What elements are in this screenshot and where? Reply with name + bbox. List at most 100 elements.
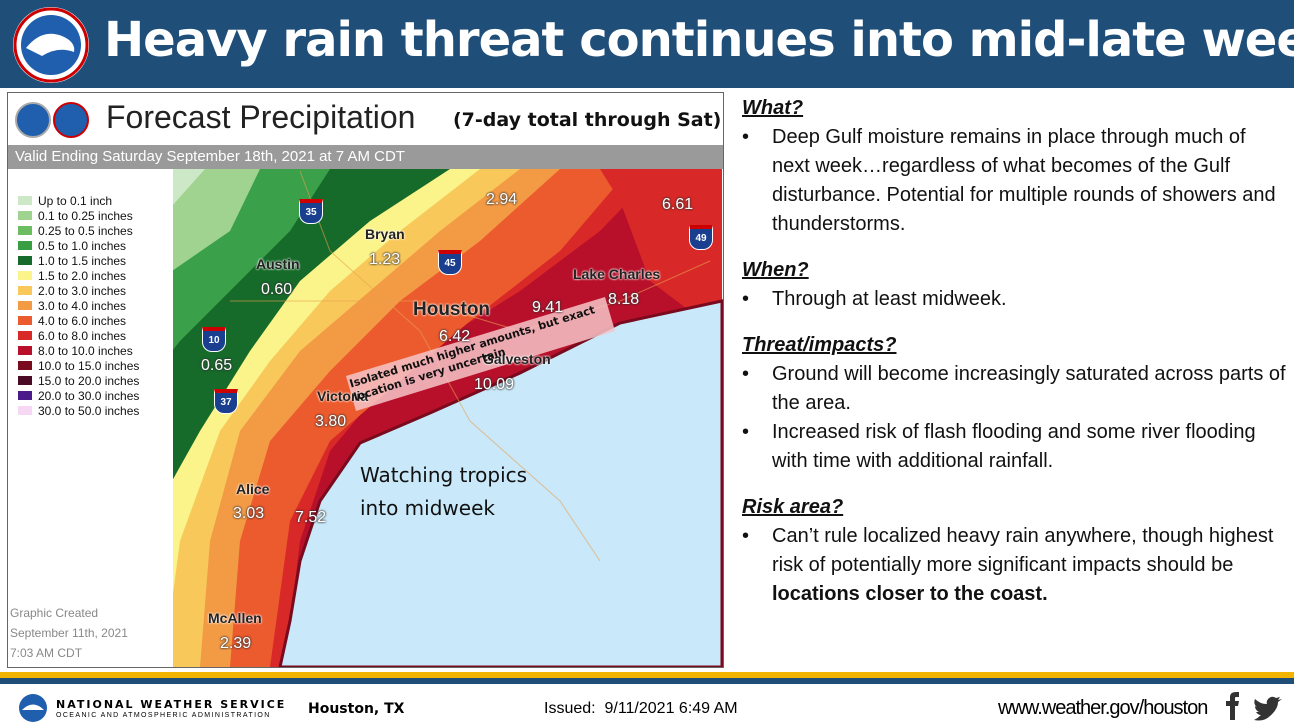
bullet-text: Increased risk of flash flooding and som… [772, 421, 1256, 472]
interstate-shield: 45 [438, 250, 462, 275]
facebook-icon[interactable] [1226, 692, 1239, 720]
city-amount: 8.18 [608, 291, 640, 308]
legend-swatch [18, 226, 32, 236]
legend-label: 4.0 to 6.0 inches [38, 313, 127, 328]
city-name: Houston [413, 299, 491, 320]
section-heading: Risk area? [742, 496, 844, 518]
city-amount: 3.80 [315, 413, 347, 430]
legend-label: 15.0 to 20.0 inches [38, 373, 140, 388]
interstate-shield: 49 [689, 225, 713, 250]
city-amount: 1.23 [369, 251, 401, 268]
legend-entry: 20.0 to 30.0 inches [18, 388, 145, 403]
legend-entry: 1.0 to 1.5 inches [18, 253, 132, 268]
created-note: Graphic Created September 11th, 2021 7:03 … [10, 603, 128, 663]
rain-amount: 2.94 [486, 191, 518, 208]
legend-swatch [18, 271, 32, 281]
section: When? Through at least midweek. [742, 256, 1287, 314]
city-name: Austin [256, 256, 300, 272]
legend-entry: 0.1 to 0.25 inches [18, 208, 139, 223]
legend-label: 20.0 to 30.0 inches [38, 388, 140, 403]
interstate-shield: 35 [299, 199, 323, 224]
map-title: Forecast Precipitation [106, 99, 416, 135]
city-name: Galveston [483, 351, 551, 367]
section-heading: Threat/impacts? [742, 334, 897, 356]
city-name: Bryan [365, 226, 405, 242]
legend-entry: 15.0 to 20.0 inches [18, 373, 145, 388]
section-heading: What? [742, 97, 804, 119]
map-graphic [8, 93, 723, 667]
legend-swatch [18, 286, 32, 296]
legend-swatch [18, 256, 32, 266]
social-icons [1226, 692, 1282, 721]
interstate-shield: 37 [214, 389, 238, 414]
valid-time: Valid Ending Saturday September 18th, 20… [15, 148, 405, 165]
legend-swatch [18, 361, 32, 371]
precip-map: Forecast Precipitation (7-day total thro… [7, 92, 724, 668]
bullet: Can’t rule localized heavy rain anywhere… [742, 522, 1287, 609]
legend-label: 3.0 to 4.0 inches [38, 298, 127, 313]
map-subtitle: (7-day total through Sat) [453, 109, 722, 131]
agency-sub: OCEANIC AND ATMOSPHERIC ADMINISTRATION [56, 712, 271, 719]
legend-label: 0.25 to 0.5 inches [38, 223, 133, 238]
legend-label: 6.0 to 8.0 inches [38, 328, 127, 343]
legend-swatch [18, 406, 32, 416]
bullet: Ground will become increasingly saturate… [742, 360, 1287, 418]
city-name: Victoria [317, 388, 369, 404]
section: Risk area? Can’t rule localized heavy rai… [742, 493, 1287, 609]
interstate-shield: 10 [202, 327, 226, 352]
legend-entry: 4.0 to 6.0 inches [18, 313, 132, 328]
tropics-callout: Watching tropics into midweek [360, 463, 528, 520]
issued: Issued: 9/11/2021 6:49 AM [544, 700, 738, 717]
legend-entry: 0.25 to 0.5 inches [18, 223, 139, 238]
city-amount: 6.42 [439, 328, 471, 345]
bullet-bold: locations closer to the coast. [772, 583, 1048, 605]
legend-swatch [18, 316, 32, 326]
city-amount: 3.03 [233, 505, 265, 522]
header-bar: Heavy rain threat continues into mid-lat… [0, 0, 1294, 88]
rain-amount: 9.41 [532, 299, 564, 316]
created-line: 7:03 AM CDT [10, 646, 83, 660]
bullet-text: Ground will become increasingly saturate… [772, 363, 1286, 414]
legend-label: 1.0 to 1.5 inches [38, 253, 127, 268]
legend-swatch [18, 346, 32, 356]
legend-entry: 30.0 to 50.0 inches [18, 403, 145, 418]
bullet-text: Can’t rule localized heavy rain anywhere… [772, 525, 1274, 576]
legend-label: 10.0 to 15.0 inches [38, 358, 140, 373]
legend-swatch [18, 376, 32, 386]
city-name: Alice [236, 481, 270, 497]
bullet: Increased risk of flash flooding and som… [742, 418, 1287, 476]
legend-entry: Up to 0.1 inch [18, 193, 118, 208]
legend-swatch [18, 331, 32, 341]
city-name: Lake Charles [573, 266, 661, 282]
city-amount: 10.09 [474, 376, 515, 393]
legend-entry: 2.0 to 3.0 inches [18, 283, 132, 298]
bullet: Through at least midweek. [742, 285, 1287, 314]
footer-stripes [0, 672, 1294, 684]
rain-amount: 7.52 [295, 509, 327, 526]
legend-entry: 3.0 to 4.0 inches [18, 298, 132, 313]
nws-logo [13, 7, 89, 83]
legend-label: Up to 0.1 inch [38, 193, 113, 208]
legend-entry: 6.0 to 8.0 inches [18, 328, 132, 343]
website[interactable]: www.weather.gov/houston [998, 697, 1208, 719]
created-line: September 11th, 2021 [10, 626, 128, 640]
section: What? Deep Gulf moisture remains in place… [742, 94, 1287, 239]
legend-entry: 10.0 to 15.0 inches [18, 358, 145, 373]
noaa-logo [19, 694, 47, 722]
legend-label: 0.1 to 0.25 inches [38, 208, 133, 223]
bullet-text: Deep Gulf moisture remains in place thro… [772, 126, 1276, 235]
rain-amount: 6.61 [662, 196, 694, 213]
legend-label: 1.5 to 2.0 inches [38, 268, 127, 283]
twitter-icon[interactable] [1254, 696, 1282, 721]
created-line: Graphic Created [10, 606, 99, 620]
rain-amount: 0.65 [201, 357, 233, 374]
city-amount: 0.60 [261, 281, 293, 298]
info-panel: What? Deep Gulf moisture remains in place… [742, 94, 1287, 626]
agency-name: NATIONAL WEATHER SERVICE [56, 698, 287, 711]
header-title: Heavy rain threat continues into mid-lat… [104, 12, 1294, 68]
city-name: McAllen [208, 610, 262, 626]
bullet: Deep Gulf moisture remains in place thro… [742, 123, 1287, 239]
legend-entry: 8.0 to 10.0 inches [18, 343, 139, 358]
legend-label: 30.0 to 50.0 inches [38, 403, 140, 418]
